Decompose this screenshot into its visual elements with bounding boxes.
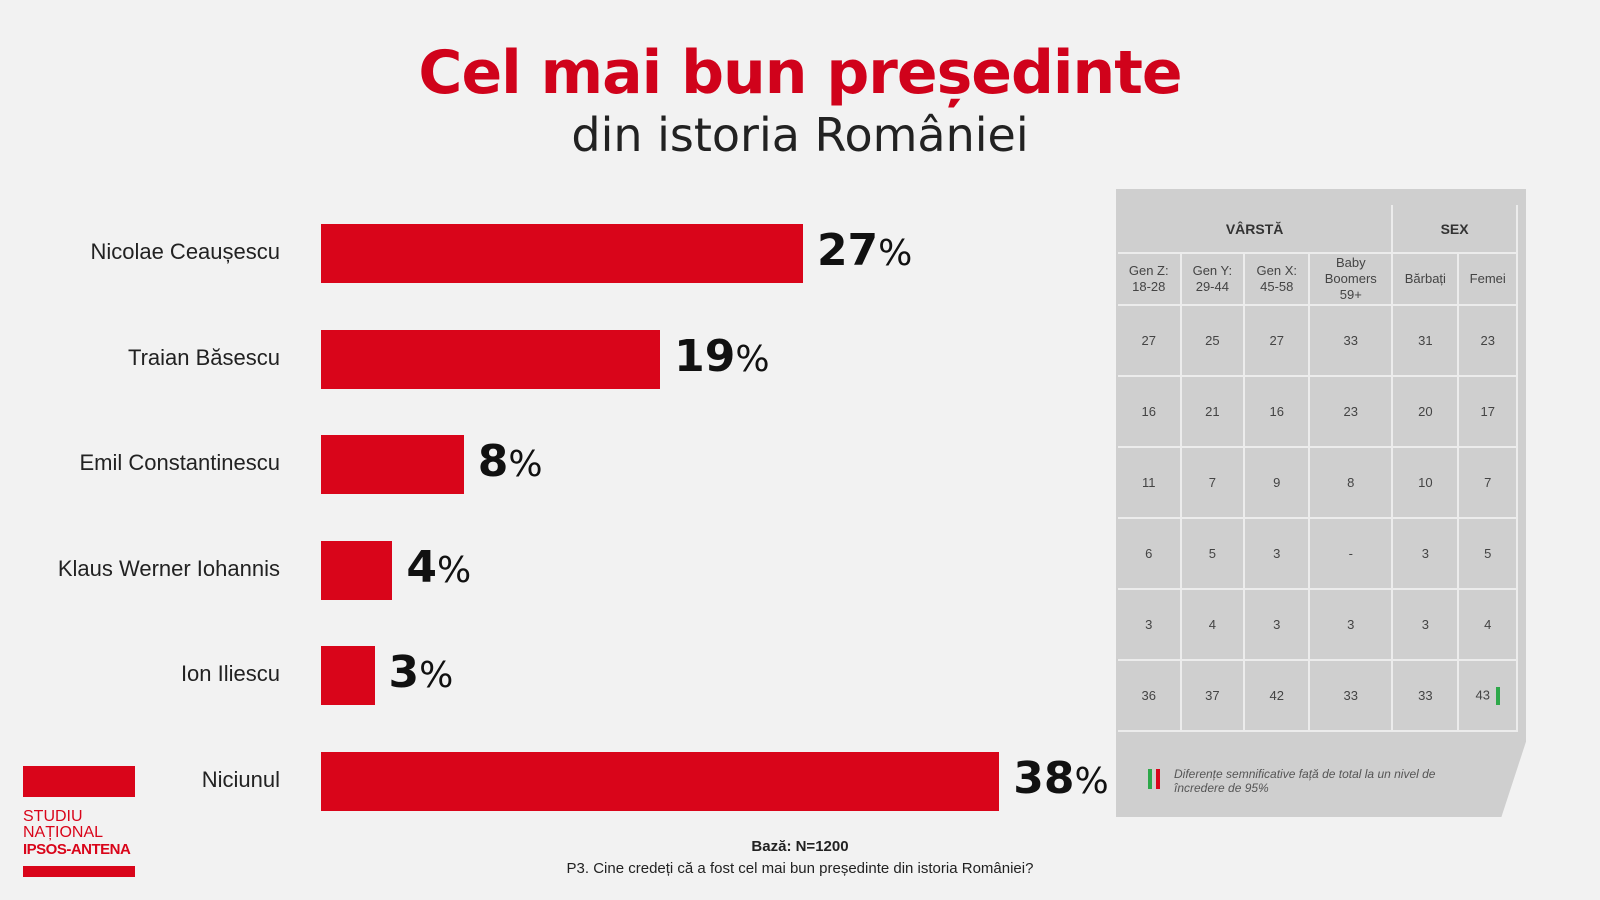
- table-cell: 23: [1457, 304, 1518, 377]
- category-label: Emil Constantinescu: [79, 450, 280, 475]
- bar: [321, 435, 464, 494]
- table-cell: 16: [1243, 375, 1311, 448]
- table-cell: 3: [1243, 517, 1311, 590]
- bar: [321, 329, 661, 389]
- table-cell: 42: [1243, 659, 1311, 732]
- data-label: 27%: [816, 225, 913, 276]
- table-row: 16 21 16 23 20 17: [1118, 375, 1518, 448]
- table-cell: 3: [1118, 588, 1182, 661]
- table-cell: 43: [1457, 659, 1518, 732]
- table-row: 27 25 27 33 31 23: [1118, 304, 1518, 377]
- table-cell: 25: [1179, 304, 1246, 377]
- chart-title: Cel mai bun președinte: [418, 38, 1182, 108]
- note-text: Diferențe semnificative față de total la…: [1174, 767, 1436, 795]
- table-cell: 37: [1179, 659, 1246, 732]
- table-cell: 6: [1118, 517, 1182, 590]
- category-label: Klaus Werner Iohannis: [57, 555, 280, 581]
- table-cell: 9: [1243, 446, 1311, 519]
- bar: [321, 540, 393, 600]
- table-cell: 27: [1243, 304, 1311, 377]
- table-cell: 3: [1391, 517, 1460, 590]
- breakdown-table: VÂRSTĂ SEX Gen Z: 18-28 Gen Y: 29-44 Gen X:…: [1118, 205, 1518, 732]
- table-cell: 33: [1308, 659, 1394, 732]
- column-header: Gen Z: 18-28: [1118, 252, 1182, 306]
- category-label: Niciunul: [201, 766, 280, 792]
- logo-bar: [23, 766, 135, 797]
- table-cell: 31: [1391, 304, 1460, 377]
- table-row: 36 37 42 33 33 43: [1118, 659, 1518, 732]
- table-cell: 5: [1179, 517, 1246, 590]
- table-cell: 16: [1118, 375, 1182, 448]
- category-label: Traian Băsescu: [127, 344, 280, 370]
- table-cell: -: [1308, 517, 1394, 590]
- table-cell: 7: [1457, 446, 1518, 519]
- bar: [321, 646, 375, 705]
- table-cell: 3: [1243, 588, 1311, 661]
- table-cell: 10: [1391, 446, 1460, 519]
- table-cell: 5: [1457, 517, 1518, 590]
- group-header: VÂRSTĂ: [1118, 205, 1394, 254]
- breakdown-table-panel: VÂRSTĂ SEX Gen Z: 18-28 Gen Y: 29-44 Gen X:…: [1116, 189, 1526, 817]
- logo-line: IPSOS-ANTENA: [23, 841, 131, 858]
- data-label: 4%: [406, 541, 472, 593]
- question-text: P3. Cine credeți că a fost cel mai bun p…: [566, 860, 1034, 877]
- data-label: 38%: [1013, 752, 1109, 804]
- table-cell: 7: [1179, 446, 1246, 519]
- column-header: Gen Y: 29-44: [1179, 252, 1246, 306]
- logo: STUDIU NAȚIONAL IPSOS-ANTENA: [23, 766, 135, 877]
- table-cell: 21: [1179, 375, 1246, 448]
- bar: [321, 751, 1000, 811]
- arrow-up-icon: [1495, 686, 1500, 705]
- table-cell: 8: [1308, 446, 1394, 519]
- category-label: Nicolae Ceaușescu: [90, 239, 280, 264]
- category-label: Ion Iliescu: [180, 661, 280, 686]
- table-cell: 4: [1179, 588, 1246, 661]
- arrow-up-icon: [1148, 769, 1152, 789]
- arrow-down-icon: [1156, 769, 1160, 789]
- table-cell: 27: [1118, 304, 1182, 377]
- logo-line: STUDIU: [23, 808, 83, 825]
- column-header: Baby Boomers 59+: [1308, 252, 1394, 306]
- data-label: 19%: [674, 330, 770, 382]
- significance-note: Diferențe semnificative față de total la…: [1146, 767, 1486, 795]
- bar-chart: Nicolae Ceaușescu 27% Traian Băsescu 19% Emi…: [57, 224, 1109, 811]
- table-cell: 3: [1308, 588, 1394, 661]
- table-cell: 33: [1391, 659, 1460, 732]
- table-cell: 3: [1391, 588, 1460, 661]
- table-row: 11 7 9 8 10 7: [1118, 446, 1518, 519]
- column-header: Bărbați: [1391, 252, 1460, 306]
- group-header: SEX: [1391, 205, 1518, 254]
- data-label: 8%: [477, 436, 543, 487]
- table-cell: 20: [1391, 375, 1460, 448]
- column-header: Femei: [1457, 252, 1518, 306]
- column-header: Gen X: 45-58: [1243, 252, 1311, 306]
- logo-line: NAȚIONAL: [23, 824, 104, 841]
- table-cell: 11: [1118, 446, 1182, 519]
- table-cell: 36: [1118, 659, 1182, 732]
- chart-subtitle: din istoria României: [571, 108, 1029, 162]
- base-size: Bază: N=1200: [751, 838, 849, 855]
- logo-bar: [23, 866, 135, 877]
- table-cell: 17: [1457, 375, 1518, 448]
- bar: [321, 224, 803, 283]
- table-cell: 33: [1308, 304, 1394, 377]
- table-cell: 23: [1308, 375, 1394, 448]
- data-label: 3%: [388, 647, 454, 698]
- table-cell: 4: [1457, 588, 1518, 661]
